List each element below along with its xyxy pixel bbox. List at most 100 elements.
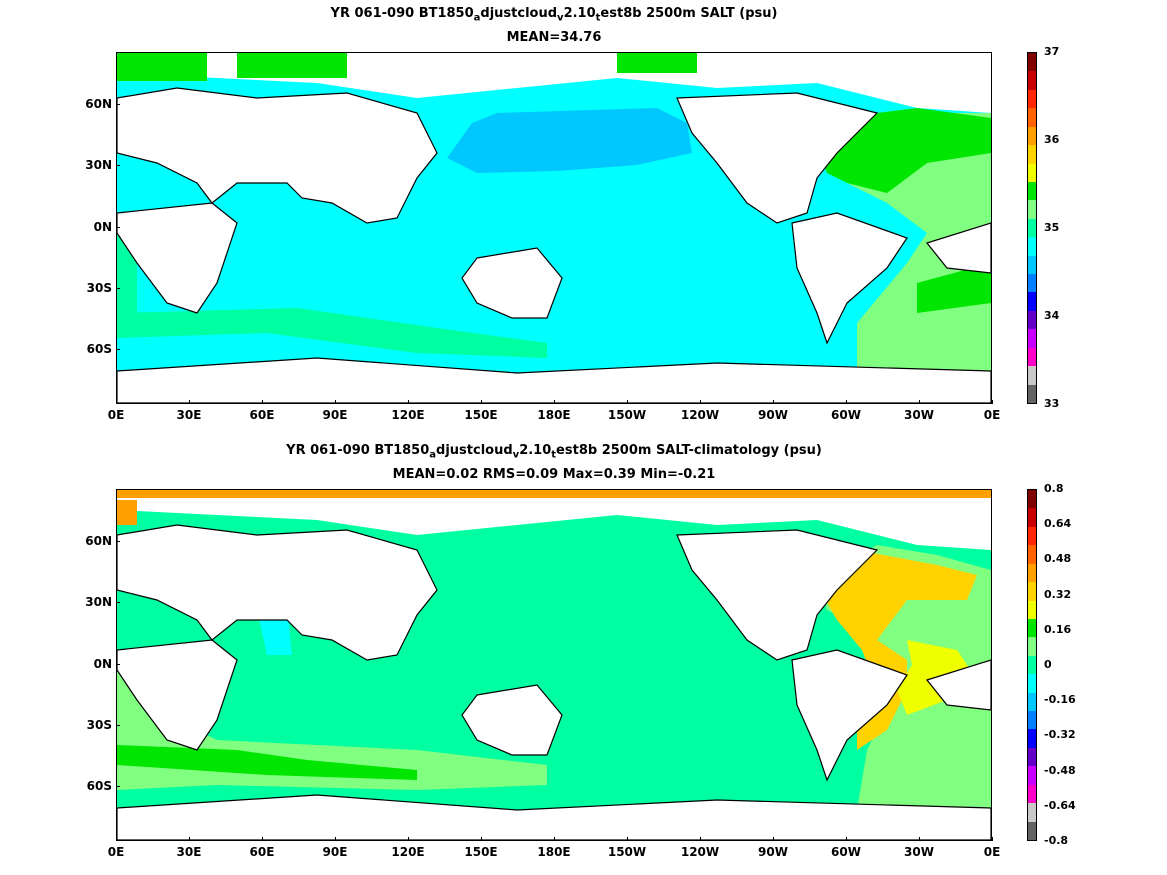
bottom-anomaly-map — [117, 490, 991, 840]
top-lon-label: 60E — [249, 408, 275, 422]
top-arctic-patch — [237, 53, 347, 78]
top-lat-tick — [116, 227, 120, 228]
top-colorbar-swatch — [1028, 89, 1036, 109]
bottom-lat-tick — [116, 725, 120, 726]
bottom-eurasia — [117, 524, 438, 661]
top-colorbar-label: 34 — [1044, 309, 1060, 322]
bottom-south-america — [791, 649, 908, 782]
bottom-colorbar-label: -0.16 — [1044, 693, 1076, 707]
top-colorbar-swatch — [1028, 329, 1036, 348]
bottom-lon-tick — [554, 837, 555, 841]
top-lon-tick — [481, 400, 482, 404]
bottom-colorbar-swatch — [1028, 821, 1036, 841]
bottom-colorbar-swatch — [1028, 747, 1036, 767]
top-colorbar-swatch — [1028, 292, 1036, 311]
bottom-colorbar-label: -0.64 — [1044, 798, 1076, 812]
bottom-arctic-orange-w — [117, 500, 137, 525]
top-lon-tick — [408, 400, 409, 404]
top-southern-band — [117, 308, 547, 358]
top-colorbar-label: 35 — [1044, 221, 1060, 234]
top-colorbar-swatch — [1028, 384, 1036, 404]
top-colorbar-label: 37 — [1044, 45, 1060, 58]
bottom-colorbar-swatch — [1028, 729, 1036, 748]
bottom-colorbar-swatch — [1028, 784, 1036, 804]
top-colorbar-label: 36 — [1044, 133, 1060, 146]
top-lon-label: 120W — [680, 408, 720, 422]
bottom-lat-tick — [116, 786, 120, 787]
top-lon-label: 120E — [391, 408, 425, 422]
top-colorbar-swatch — [1028, 71, 1036, 90]
top-lon-tick — [554, 400, 555, 404]
top-colorbar-swatch — [1028, 310, 1036, 330]
top-south-america — [791, 212, 908, 345]
bottom-lon-label: 120E — [391, 845, 425, 859]
top-antarctica — [117, 357, 991, 403]
bottom-lon-label: 90E — [322, 845, 348, 859]
bottom-southern-bright — [117, 745, 417, 780]
bottom-australia — [461, 684, 563, 756]
bottom-lon-label: 60W — [831, 845, 861, 859]
bottom-colorbar-swatch — [1028, 637, 1036, 656]
bottom-colorbar-swatch — [1028, 563, 1036, 583]
bottom-lat-tick — [116, 602, 120, 603]
bottom-lat-label: 0N — [93, 657, 112, 671]
top-colorbar-swatch — [1028, 347, 1036, 367]
bottom-colorbar-swatch — [1028, 490, 1036, 509]
bottom-lon-tick — [335, 837, 336, 841]
bottom-map-panel — [116, 489, 992, 841]
top-lat-label: 30N — [85, 158, 112, 172]
top-lon-tick — [846, 400, 847, 404]
bottom-lon-tick — [992, 837, 993, 841]
top-colorbar-swatch — [1028, 145, 1036, 164]
bottom-lon-tick — [846, 837, 847, 841]
bottom-lon-tick — [773, 837, 774, 841]
bottom-colorbar-swatch — [1028, 508, 1036, 527]
top-lat-label: 30S — [86, 281, 112, 295]
top-lat-label: 0N — [93, 220, 112, 234]
top-lon-label: 150E — [464, 408, 498, 422]
bottom-colorbar-swatch — [1028, 618, 1036, 638]
top-arctic-patch-w — [117, 53, 207, 81]
bottom-colorbar-label: -0.48 — [1044, 763, 1076, 777]
top-salinity-map — [117, 53, 991, 403]
bottom-colorbar-swatch — [1028, 711, 1036, 730]
bottom-title-line1: YR 061-090 BT1850adjustcloudv2.10test8b … — [286, 443, 822, 461]
top-colorbar-swatch — [1028, 366, 1036, 385]
bottom-atlantic-orange — [817, 550, 977, 750]
bottom-colorbar-label: 0.16 — [1044, 622, 1072, 636]
bottom-lon-label: 30W — [904, 845, 934, 859]
top-australia — [461, 247, 563, 319]
top-lon-tick — [335, 400, 336, 404]
bottom-colorbar-swatch — [1028, 674, 1036, 693]
bottom-lat-tick — [116, 664, 120, 665]
top-africa — [117, 202, 238, 314]
top-lat-label: 60S — [86, 342, 112, 356]
bottom-lon-label: 0E — [107, 845, 125, 859]
top-lon-tick — [700, 400, 701, 404]
top-lon-label: 90W — [758, 408, 788, 422]
top-lat-tick — [116, 165, 120, 166]
bottom-colorbar-swatch — [1028, 600, 1036, 619]
bottom-lon-tick — [919, 837, 920, 841]
top-colorbar-swatch — [1028, 181, 1036, 201]
bottom-lon-tick — [189, 837, 190, 841]
bottom-lon-label: 0E — [983, 845, 1001, 859]
bottom-lat-tick — [116, 541, 120, 542]
top-colorbar-swatch — [1028, 255, 1036, 275]
bottom-colorbar — [1027, 489, 1037, 841]
top-lon-label: 90E — [322, 408, 348, 422]
bottom-lon-tick — [116, 837, 117, 841]
bottom-colorbar-label: 0 — [1044, 658, 1052, 671]
bottom-colorbar-label: 0.8 — [1044, 482, 1064, 495]
bottom-lon-tick — [700, 837, 701, 841]
top-colorbar-swatch — [1028, 218, 1036, 238]
top-colorbar-swatch — [1028, 200, 1036, 219]
top-lat-tick — [116, 104, 120, 105]
bottom-lon-tick — [481, 837, 482, 841]
bottom-lon-label: 90W — [758, 845, 788, 859]
top-atlantic-south-green — [917, 263, 991, 313]
top-africa-east — [925, 222, 991, 274]
bottom-lon-label: 180E — [537, 845, 571, 859]
top-lon-label: 0E — [983, 408, 1001, 422]
bottom-title-line2: MEAN=0.02 RMS=0.09 Max=0.39 Min=-0.21 — [392, 467, 716, 482]
